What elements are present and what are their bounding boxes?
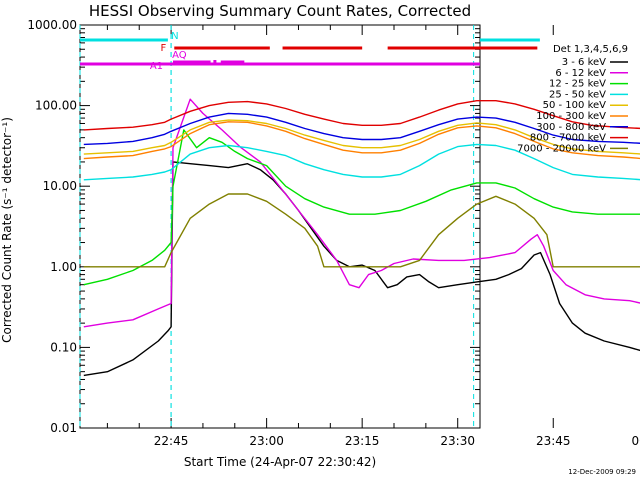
legend-label: 12 - 25 keV	[549, 79, 606, 90]
series-line	[83, 100, 640, 131]
flag-label: N	[171, 31, 178, 42]
x-tick-label: 23:45	[536, 434, 571, 448]
flag-bar-aq	[213, 60, 217, 63]
legend-label: 6 - 12 keV	[555, 68, 606, 79]
x-tick-label: 23:15	[345, 434, 380, 448]
legend-label: 7000 - 20000 keV	[517, 143, 606, 154]
series-line	[83, 98, 640, 328]
y-tick-label: 1.00	[50, 260, 77, 274]
series-line	[83, 119, 640, 155]
series-line	[83, 193, 640, 268]
series-line	[83, 161, 640, 377]
y-tick-label: 0.01	[50, 421, 77, 435]
legend-title: Det 1,3,4,5,6,9	[553, 44, 628, 55]
series-line	[83, 121, 640, 160]
series-line	[83, 143, 640, 181]
y-tick-label: 100.00	[35, 99, 77, 113]
flag-label: AQ	[172, 50, 187, 61]
flag-label: F	[161, 43, 167, 54]
chart-title: HESSI Observing Summary Count Rates, Cor…	[89, 2, 471, 20]
flag-label: A1	[150, 61, 163, 72]
x-tick-label: 22:45	[154, 434, 189, 448]
plot-frame	[79, 24, 481, 429]
x-tick-label: 00:00	[631, 434, 640, 448]
series-line	[83, 129, 640, 286]
plot-area: 0.01 0.10 1.00 10.00 100.00 1000.00 22:45 23:00…	[27, 18, 640, 448]
legend-label: 300 - 800 keV	[536, 122, 606, 133]
x-tick-label: 23:30	[440, 434, 475, 448]
legend-label: 3 - 6 keV	[562, 57, 606, 68]
series-line	[83, 112, 640, 146]
legend-label: 800 - 7000 keV	[530, 133, 606, 144]
x-axis-label: Start Time (24-Apr-07 22:30:42)	[184, 455, 376, 469]
legend-label: 100 - 300 keV	[536, 111, 606, 122]
date-stamp: 12-Dec-2009 09:29	[568, 468, 636, 476]
y-tick-label: 1000.00	[27, 18, 77, 32]
x-tick-label: 23:00	[249, 434, 284, 448]
legend-label: 50 - 100 keV	[543, 100, 607, 111]
y-tick-label: 10.00	[43, 179, 77, 193]
legend-label: 25 - 50 keV	[549, 89, 606, 100]
y-axis-label: Corrected Count Rate (s⁻¹ detector⁻¹)	[0, 117, 14, 343]
y-tick-label: 0.10	[50, 340, 77, 354]
